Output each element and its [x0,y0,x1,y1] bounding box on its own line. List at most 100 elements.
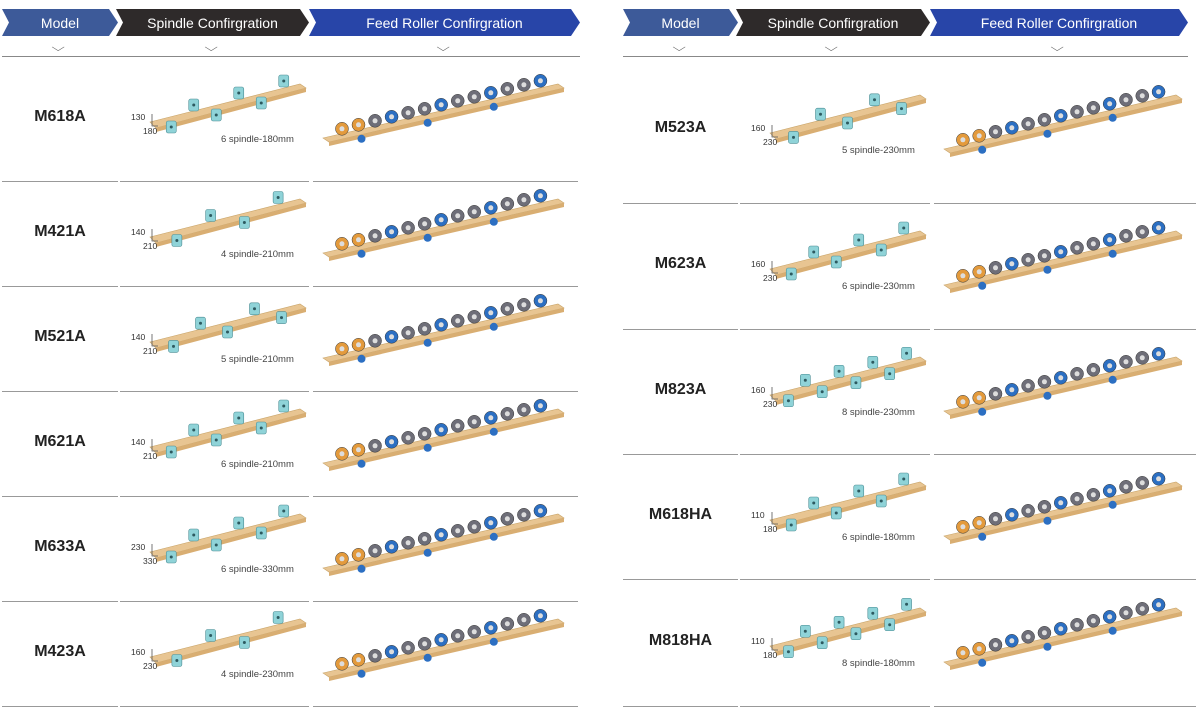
spindle-hub [237,521,241,524]
dimension-width: 210 [143,450,158,461]
bottom-roller [489,427,498,436]
left-header-model: Model [2,9,118,36]
left-header-feed-label: Feed Roller Confirgration [366,14,523,31]
roller-hub [471,523,477,529]
roller-hub [356,121,361,127]
spindle-hub [789,523,793,526]
roller-hub [1156,601,1162,607]
spindle-head [239,215,250,229]
feed-roller [351,337,366,363]
feed-roller [335,341,349,356]
roller-hub [389,438,395,444]
spindle-hub [214,543,218,546]
feed-beam [943,481,1183,540]
spindle-diagram [149,74,307,133]
roller-hub [1156,475,1162,481]
row-divider [2,391,118,392]
spindle-head [278,74,290,87]
spindle-diagram [769,93,927,144]
feed-beam-side [950,360,1182,419]
roller-hub [455,97,461,103]
feed-roller [351,652,366,678]
spindle-spec: 8 spindle-180mm [842,657,915,669]
feed-beam-side [329,87,564,146]
feed-roller [517,192,531,207]
feed-roller [450,418,465,433]
feed-roller [956,519,970,534]
spindle-diagram [149,504,307,563]
spindle-hub [169,450,173,453]
feed-roller [1021,629,1035,644]
roller-hub [537,192,543,198]
spindle-head [884,617,895,631]
spindle-hub [282,404,286,407]
roller-hub [1107,100,1113,106]
spindle-head [800,373,811,387]
feed-roller-diagram [943,471,1183,544]
spindle-hub [888,371,892,375]
feed-roller [517,507,531,522]
spindle-head [188,98,200,111]
feed-beam [943,94,1183,153]
feed-roller [972,641,987,667]
feed-roller [1151,84,1166,99]
dimension-width: 330 [143,555,158,566]
left-header-feed: Feed Roller Confirgration [309,9,580,36]
feed-roller [1005,257,1019,271]
dimension-bracket [151,648,158,661]
roller-hub [488,519,494,525]
feed-roller [417,531,432,557]
roller-hub [356,446,361,452]
feed-roller [956,394,970,409]
row-divider [934,329,1196,330]
spindle-hub [169,125,173,128]
feed-roller [1119,229,1133,243]
row-divider [623,329,738,330]
feed-roller [1021,253,1035,267]
dimension-height: 160 [751,384,766,395]
feed-roller [467,309,482,324]
feed-roller [1037,625,1052,651]
roller-hub [422,325,428,331]
roller-hub [422,535,428,541]
spindle-hub [199,321,202,325]
roller-hub [1009,386,1015,392]
feed-roller [1005,382,1019,397]
feed-roller [500,196,515,211]
spindle-head [884,366,895,380]
roller-hub [976,645,982,651]
row-divider [313,286,578,287]
spindle-hub [854,380,858,384]
feed-roller [335,121,349,136]
row-divider [120,181,309,182]
spindle-hub [820,640,824,644]
spindle-head [171,653,183,667]
model-name: M621A [34,432,86,450]
roller-hub [372,652,378,658]
spindle-hub [209,633,213,637]
roller-hub [1123,96,1129,102]
roller-hub [1041,253,1047,259]
feed-roller [500,511,515,526]
feed-beam [943,230,1183,290]
feed-roller [368,438,382,453]
bottom-roller [1108,375,1117,384]
feed-roller [988,261,1003,275]
feed-roller-diagram [943,346,1183,419]
roller-hub [372,442,378,448]
spindle-head [188,423,200,436]
feed-roller [335,551,349,566]
dimension-width: 230 [763,273,778,283]
roller-hub [339,555,345,561]
spindle-hub [209,213,213,217]
row-divider [313,391,578,392]
roller-hub [356,341,361,347]
bottom-roller [1043,129,1052,138]
spindle-head [255,526,267,539]
spindle-hub [786,398,790,402]
roller-hub [455,527,461,533]
spindle-head [272,610,284,624]
feed-roller [417,426,432,452]
feed-roller [956,132,970,147]
roller-hub [537,507,543,513]
